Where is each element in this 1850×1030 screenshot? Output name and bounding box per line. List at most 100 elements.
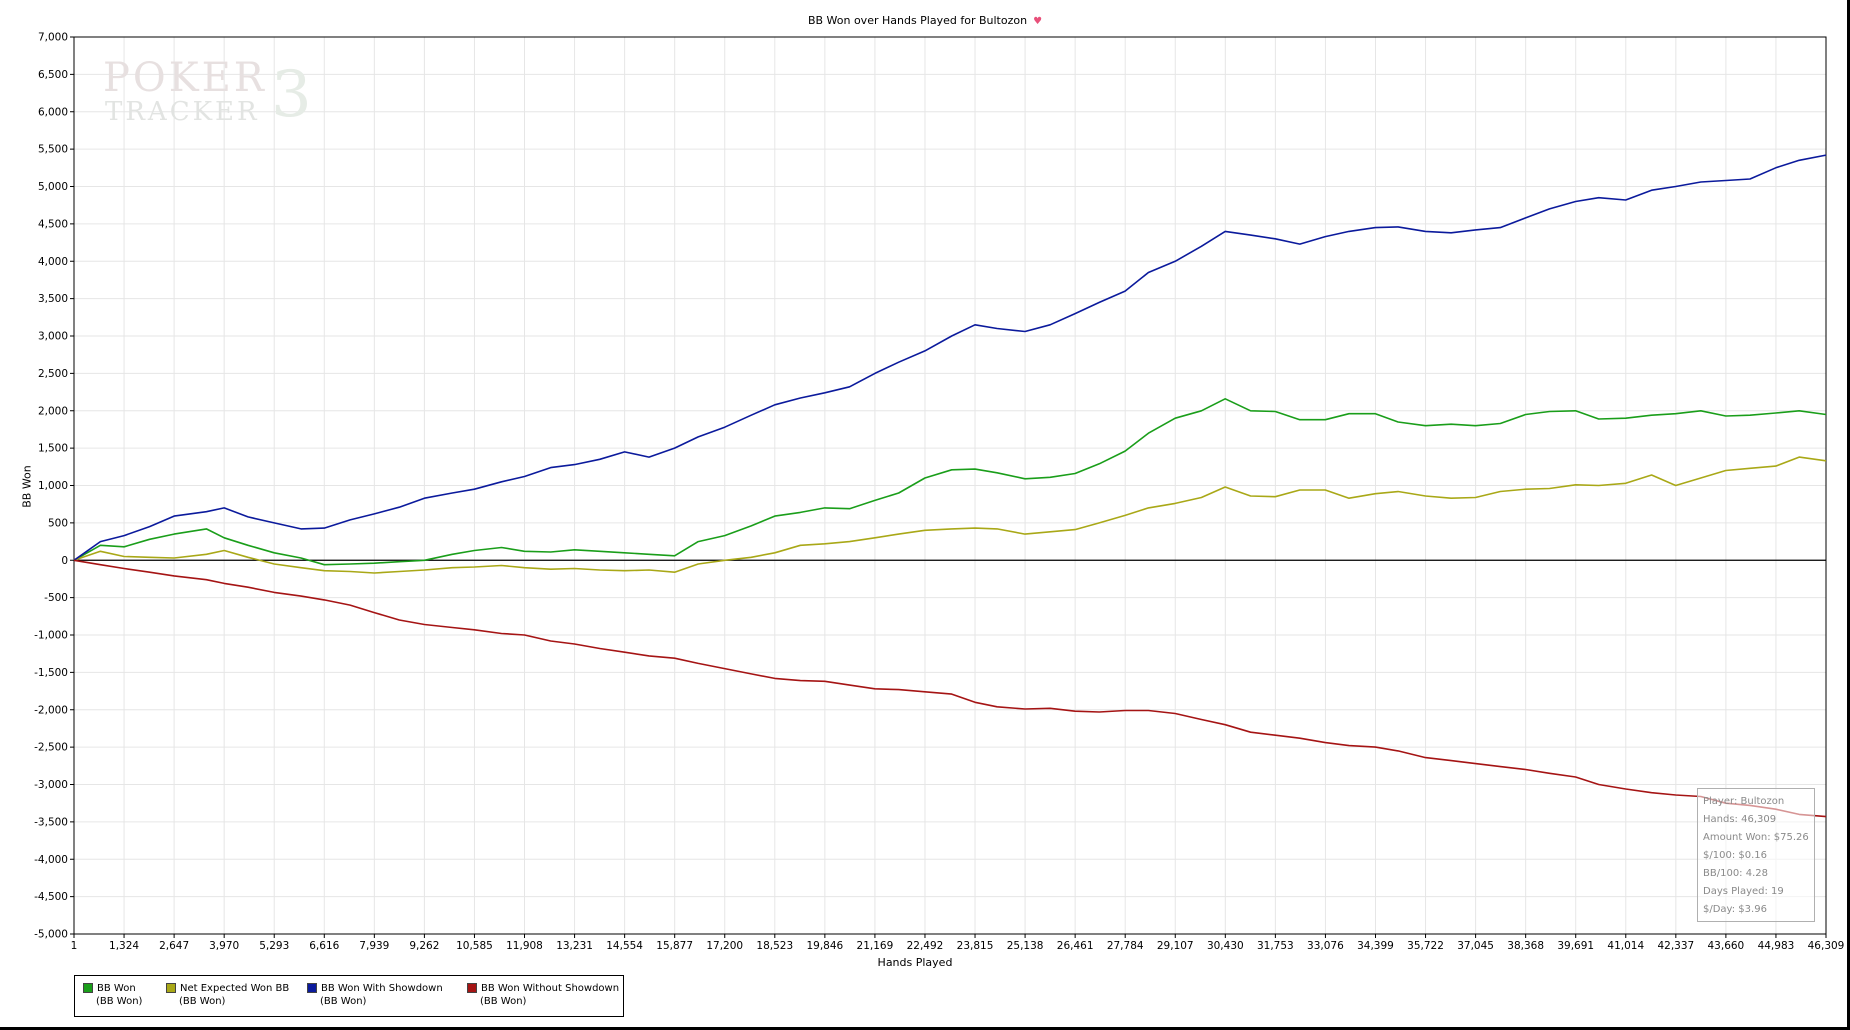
x-tick-label: 22,492: [907, 940, 944, 952]
x-tick-label: 13,231: [556, 940, 593, 952]
x-tick-label: 31,753: [1257, 940, 1294, 952]
x-tick-label: 15,877: [656, 940, 693, 952]
legend: BB Won (BB Won) Net Expected Won BB (BB …: [74, 975, 624, 1017]
x-tick-label: 5,293: [259, 940, 289, 952]
watermark-tracker: TRACKER: [105, 97, 260, 127]
legend-label: BB Won Without Showdown: [481, 983, 620, 994]
y-tick-label: -3,500: [34, 816, 68, 828]
x-tick-label: 27,784: [1107, 940, 1144, 952]
x-tick-label: 37,045: [1457, 940, 1494, 952]
x-tick-label: 29,107: [1157, 940, 1194, 952]
legend-sublabel: (BB Won): [480, 996, 527, 1007]
x-tick-label: 25,138: [1007, 940, 1044, 952]
x-tick-label: 43,660: [1708, 940, 1745, 952]
y-tick-label: -3,000: [34, 779, 68, 791]
y-tick-label: 7,000: [38, 32, 68, 44]
x-tick-label: 26,461: [1057, 940, 1094, 952]
y-tick-label: 0: [61, 555, 68, 567]
y-tick-label: -5,000: [34, 929, 68, 941]
y-tick-label: 6,500: [38, 69, 68, 81]
tooltip-bb-per-100: BB/100: 4.28: [1703, 868, 1768, 879]
y-tick-label: 1,500: [38, 443, 68, 455]
legend-item-without-showdown: BB Won Without Showdown (BB Won): [467, 983, 619, 1007]
x-tick-label: 6,616: [309, 940, 339, 952]
series-bb-won-with-showdown: [73, 154, 1827, 561]
x-tick-label: 33,076: [1307, 940, 1344, 952]
x-tick-label: 42,337: [1657, 940, 1694, 952]
tooltip-dollar-per-100: $/100: $0.16: [1703, 850, 1767, 861]
legend-sublabel: (BB Won): [320, 996, 367, 1007]
x-tick-label: 44,983: [1758, 940, 1795, 952]
y-tick-label: 6,000: [38, 106, 68, 118]
watermark-digit: 3: [271, 58, 315, 132]
x-tick-label: 11,908: [506, 940, 543, 952]
y-tick-label: -2,000: [34, 704, 68, 716]
x-tick-label: 21,169: [857, 940, 894, 952]
player-stats-tooltip: Player: Bultozon Hands: 46,309 Amount Wo…: [1697, 788, 1815, 922]
legend-swatch-with-showdown: [307, 983, 317, 993]
heart-icon[interactable]: ♥: [1033, 16, 1043, 27]
plot-border: [73, 36, 1827, 935]
x-tick-label: 41,014: [1607, 940, 1644, 952]
chart-title: BB Won over Hands Played for Bultozon: [807, 14, 1028, 27]
x-tick-label: 46,309: [1808, 940, 1845, 952]
pokertracker-watermark: POKER TRACKER 3: [103, 55, 312, 132]
x-tick-label: 30,430: [1207, 940, 1244, 952]
tooltip-days-played: Days Played: 19: [1703, 886, 1784, 897]
legend-swatch-net-expected: [166, 983, 176, 993]
x-axis-label: Hands Played: [877, 956, 953, 969]
x-tick-label: 1: [71, 940, 78, 952]
legend-item-net-expected: Net Expected Won BB (BB Won): [166, 983, 289, 1007]
x-tick-label: 39,691: [1557, 940, 1594, 952]
y-tick-label: 2,000: [38, 405, 68, 417]
legend-swatch-bb-won: [83, 983, 93, 993]
y-tick-label: 5,500: [38, 144, 68, 156]
y-tick-label: -1,000: [34, 630, 68, 642]
x-tick-label: 14,554: [606, 940, 643, 952]
x-tick-label: 34,399: [1357, 940, 1394, 952]
window-bottom-border: [0, 1027, 1850, 1030]
y-tick-label: 1,000: [38, 480, 68, 492]
watermark-poker: POKER: [103, 55, 267, 101]
x-tick-label: 10,585: [456, 940, 493, 952]
legend-item-bb-won: BB Won (BB Won): [83, 983, 142, 1007]
x-tick-label: 3,970: [209, 940, 239, 952]
legend-sublabel: (BB Won): [96, 996, 143, 1007]
tooltip-dollar-per-day: $/Day: $3.96: [1703, 904, 1767, 915]
y-tick-label: 3,500: [38, 293, 68, 305]
y-tick-label: 4,500: [38, 218, 68, 230]
x-tick-label: 2,647: [159, 940, 189, 952]
x-tick-label: 7,939: [359, 940, 389, 952]
x-tick-label: 19,846: [806, 940, 843, 952]
window-right-border: [1847, 0, 1850, 1030]
legend-item-with-showdown: BB Won With Showdown (BB Won): [307, 983, 443, 1007]
x-tick-label: 17,200: [706, 940, 743, 952]
x-tick-label: 18,523: [756, 940, 793, 952]
y-tick-label: -1,500: [34, 667, 68, 679]
series-net-expected-won-bb: [73, 456, 1827, 574]
legend-sublabel: (BB Won): [179, 996, 226, 1007]
tooltip-player: Player: Bultozon: [1703, 796, 1785, 807]
x-tick-label: 23,815: [957, 940, 994, 952]
tooltip-hands: Hands: 46,309: [1703, 814, 1777, 825]
y-tick-label: -4,000: [34, 854, 68, 866]
y-tick-label: 5,000: [38, 181, 68, 193]
y-tick-label: 4,000: [38, 256, 68, 268]
legend-swatch-without-showdown: [467, 983, 477, 993]
legend-label: BB Won: [97, 983, 136, 994]
y-tick-label: 3,000: [38, 331, 68, 343]
y-tick-label: -2,500: [34, 742, 68, 754]
legend-label: Net Expected Won BB: [180, 983, 290, 994]
y-tick-label: 500: [48, 517, 68, 529]
x-tick-label: 35,722: [1407, 940, 1444, 952]
series-bb-won: [73, 398, 1827, 566]
legend-label: BB Won With Showdown: [321, 983, 443, 994]
y-tick-label: -500: [44, 592, 68, 604]
y-axis-label: BB Won: [20, 465, 34, 508]
x-tick-label: 38,368: [1507, 940, 1544, 952]
x-tick-label: 1,324: [109, 940, 139, 952]
chart-title-bar: BB Won over Hands Played for Bultozon ♥: [0, 14, 1850, 27]
y-tick-label: 2,500: [38, 368, 68, 380]
